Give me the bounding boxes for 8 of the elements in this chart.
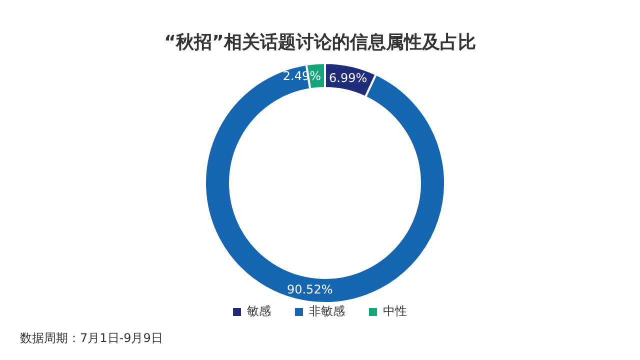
legend-label: 敏感 xyxy=(246,303,271,320)
chart-title: “秋招”相关话题讨论的信息属性及占比 xyxy=(163,31,477,54)
legend-label: 非敏感 xyxy=(308,303,345,320)
data-label: 90.52% xyxy=(286,282,333,296)
data-label: 6.99% xyxy=(329,71,368,86)
donut-slice xyxy=(204,63,446,304)
text: 数据周期：7月1日-9月9日 xyxy=(20,330,163,347)
legend-label: 中性 xyxy=(382,303,407,320)
